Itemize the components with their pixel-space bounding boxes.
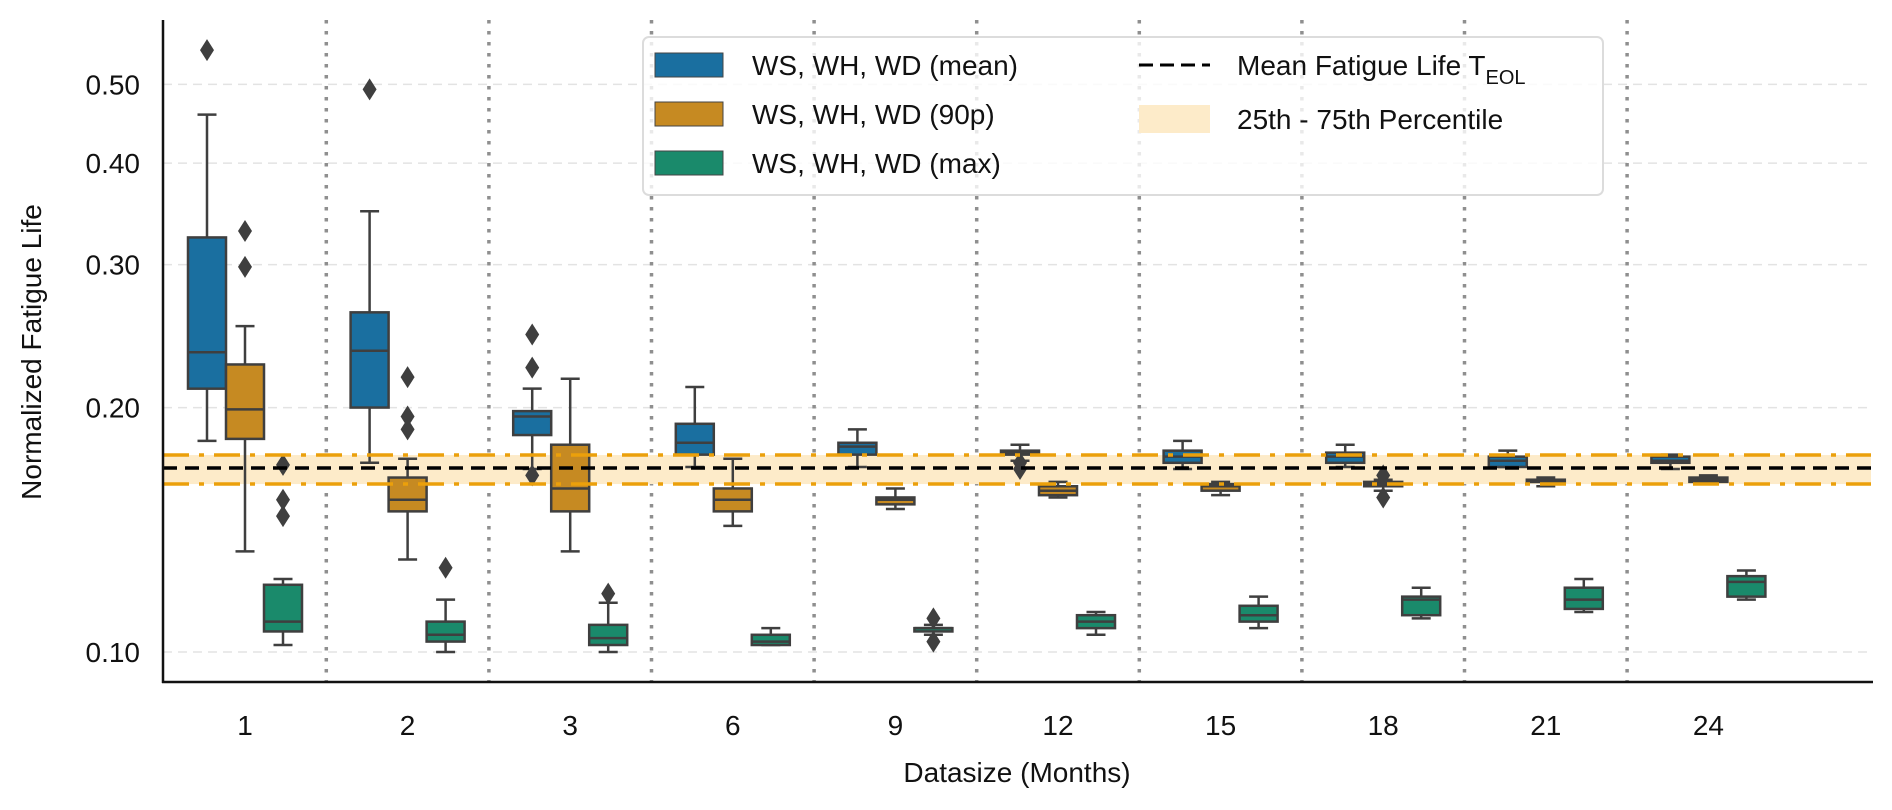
box-2-7 xyxy=(1400,586,1442,620)
x-tick-label: 18 xyxy=(1368,710,1399,741)
box-1-4 xyxy=(875,487,916,511)
legend-label-max: WS, WH, WD (max) xyxy=(752,148,1001,179)
box-2-0 xyxy=(262,453,304,647)
y-tick-labels: 0.10 0.20 0.30 0.40 0.50 xyxy=(86,69,141,668)
outlier-marker xyxy=(362,78,377,101)
outlier-marker xyxy=(525,323,540,346)
legend: WS, WH, WD (mean) WS, WH, WD (90p) WS, W… xyxy=(642,36,1604,196)
legend-swatch-90p xyxy=(654,101,724,127)
box-iqr xyxy=(224,363,266,441)
x-tick-label: 2 xyxy=(400,710,416,741)
box-iqr xyxy=(425,620,466,643)
box-1-5 xyxy=(1037,480,1079,499)
x-tick-labels: 1 2 3 6 9 12 15 18 21 24 xyxy=(237,710,1724,741)
legend-label-mean-fatigue: Mean Fatigue Life TEOL xyxy=(1237,50,1526,89)
outlier-marker xyxy=(400,418,415,441)
legend-swatch-mean xyxy=(654,52,724,78)
y-tick-label: 0.40 xyxy=(86,148,141,179)
y-tick-label: 0.10 xyxy=(86,637,141,668)
outlier-marker xyxy=(400,405,415,428)
legend-mean-fatigue-subscript: EOL xyxy=(1486,67,1526,89)
x-tick-label: 21 xyxy=(1530,710,1561,741)
box-iqr xyxy=(262,583,304,633)
box-2-5 xyxy=(1075,610,1117,637)
box-2-8 xyxy=(1563,577,1605,614)
outlier-marker xyxy=(238,255,252,278)
outlier-marker xyxy=(400,366,415,389)
box-2-1 xyxy=(425,556,466,654)
outlier-marker xyxy=(276,505,290,528)
box-iqr xyxy=(511,409,553,437)
box-2-3 xyxy=(750,626,792,647)
box-iqr xyxy=(1563,586,1605,611)
y-tick-label: 0.30 xyxy=(86,250,141,281)
reference-lines xyxy=(163,453,1871,486)
legend-label-mean: WS, WH, WD (mean) xyxy=(752,50,1018,81)
legend-swatch-max xyxy=(654,150,724,176)
legend-mean-fatigue-text: Mean Fatigue Life T xyxy=(1237,50,1486,81)
outlier-marker xyxy=(926,607,941,630)
box-iqr xyxy=(674,422,716,456)
box-iqr xyxy=(1400,595,1442,617)
x-tick-label: 3 xyxy=(562,710,578,741)
x-tick-label: 24 xyxy=(1693,710,1724,741)
x-tick-label: 6 xyxy=(725,710,741,741)
y-tick-label: 0.20 xyxy=(86,393,141,424)
box-0-8 xyxy=(1487,449,1529,469)
box-iqr xyxy=(349,311,390,409)
y-tick-label: 0.50 xyxy=(86,69,141,100)
legend-label-band: 25th - 75th Percentile xyxy=(1237,104,1503,135)
outlier-marker xyxy=(926,630,941,653)
outlier-marker xyxy=(276,488,290,511)
outlier-marker xyxy=(601,582,616,605)
x-tick-label: 1 xyxy=(237,710,253,741)
x-tick-label: 9 xyxy=(888,710,904,741)
outlier-marker xyxy=(200,39,214,62)
outlier-marker xyxy=(525,356,540,379)
boxes xyxy=(186,39,1767,654)
outlier-marker xyxy=(276,453,290,476)
x-tick-label: 15 xyxy=(1205,710,1236,741)
box-2-2 xyxy=(587,582,629,654)
outlier-marker xyxy=(438,556,453,579)
box-1-0 xyxy=(224,219,266,553)
y-axis-label: Normalized Fatigue Life xyxy=(16,204,47,500)
box-iqr xyxy=(186,236,228,390)
legend-frame xyxy=(642,36,1604,196)
legend-swatch-band xyxy=(1139,105,1210,133)
axes xyxy=(161,20,1873,684)
box-iqr xyxy=(750,633,792,647)
outlier-marker xyxy=(238,219,252,242)
box-2-9 xyxy=(1726,569,1767,601)
box-iqr xyxy=(1726,574,1767,598)
box-1-3 xyxy=(712,457,754,528)
box-iqr xyxy=(837,441,878,456)
box-1-2 xyxy=(549,377,591,553)
legend-label-90p: WS, WH, WD (90p) xyxy=(752,99,995,130)
x-axis-label: Datasize (Months) xyxy=(903,757,1130,788)
outlier-marker xyxy=(1376,464,1391,487)
x-tick-label: 12 xyxy=(1042,710,1073,741)
box-iqr xyxy=(1238,604,1279,623)
outlier-marker xyxy=(1013,458,1027,481)
box-0-0 xyxy=(186,39,228,443)
outlier-marker xyxy=(1376,486,1391,509)
box-iqr xyxy=(587,623,629,647)
box-2-4 xyxy=(913,607,954,653)
outlier-marker xyxy=(525,464,540,487)
box-2-6 xyxy=(1238,595,1279,630)
box-0-1 xyxy=(349,78,390,465)
